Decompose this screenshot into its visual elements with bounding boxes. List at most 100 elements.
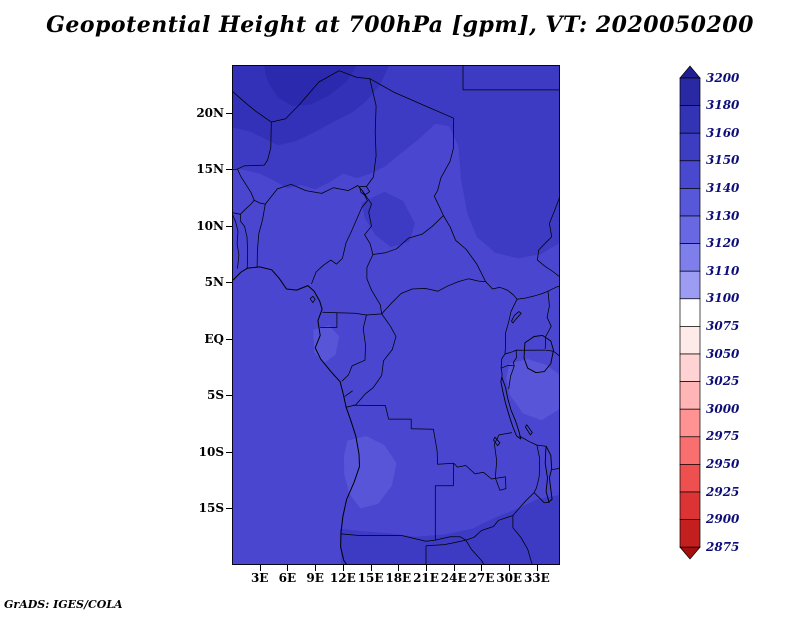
- africa-map: [232, 65, 560, 565]
- map-outline: [341, 314, 367, 382]
- map-outline: [508, 365, 515, 390]
- map-outline: [519, 435, 547, 447]
- map-outline: [537, 196, 560, 278]
- x-tick-label: 18E: [385, 571, 412, 585]
- y-tick-mark: [226, 169, 232, 171]
- map-outline: [232, 90, 272, 123]
- map-outline: [265, 183, 363, 205]
- map-outline: [465, 539, 485, 565]
- map-outline: [525, 424, 533, 436]
- grads-credit: GrADS: IGES/COLA: [4, 598, 123, 611]
- colorbar-arrow: [679, 65, 701, 79]
- map-outline: [237, 168, 255, 201]
- colorbar-segment: [679, 188, 701, 217]
- map-outline: [433, 118, 455, 216]
- colorbar-segment: [679, 243, 701, 272]
- map-outline: [232, 213, 240, 269]
- colorbar-label: 3025: [706, 374, 740, 389]
- map-outline: [361, 190, 374, 255]
- map-outline: [533, 445, 541, 493]
- map-outline: [309, 295, 316, 303]
- colorbar-label: 3075: [706, 318, 740, 333]
- map-outline: [512, 350, 517, 367]
- map-outline: [504, 349, 546, 355]
- map-outline: [544, 291, 552, 349]
- map-outline: [232, 266, 360, 565]
- map-outline: [239, 214, 249, 269]
- colorbar-segment: [679, 77, 701, 106]
- map-outline: [254, 199, 266, 205]
- y-tick-mark: [226, 451, 232, 453]
- map-outline: [465, 515, 514, 541]
- colorbar-label: 3110: [706, 263, 740, 278]
- shaded-region: [506, 359, 560, 421]
- y-tick-mark: [226, 225, 232, 227]
- map-outline: [512, 492, 535, 516]
- x-tick-label: 3E: [250, 571, 269, 585]
- colorbar-segment: [679, 353, 701, 382]
- colorbar-label: 3000: [706, 401, 740, 416]
- map-outline: [271, 70, 340, 123]
- x-tick-mark: [536, 565, 538, 571]
- colorbar-label: 3050: [706, 346, 740, 361]
- x-tick-label: 6E: [278, 571, 297, 585]
- map-outline: [453, 432, 513, 491]
- colorbar-segment: [679, 464, 701, 493]
- colorbar-label: 2975: [706, 429, 740, 444]
- colorbar-label: 3100: [706, 291, 740, 306]
- map-shading-layer: [232, 65, 560, 565]
- x-tick-mark: [315, 565, 317, 571]
- colorbar-label: 3130: [706, 208, 740, 223]
- x-tick-label: 33E: [523, 571, 550, 585]
- colorbar-segment: [679, 326, 701, 355]
- map-outline: [425, 539, 466, 547]
- colorbar-label: 2950: [706, 456, 740, 471]
- map-outline: [366, 78, 377, 187]
- colorbar-arrow: [679, 546, 701, 560]
- map-outline: [523, 334, 554, 374]
- colorbar-segment: [679, 519, 701, 548]
- map-outline: [435, 536, 466, 541]
- map-outline: [311, 190, 368, 285]
- x-tick-mark: [509, 565, 511, 571]
- y-tick-label: 15N: [196, 162, 224, 177]
- x-tick-label: 24E: [440, 571, 467, 585]
- map-outline: [504, 299, 518, 355]
- colorbar-segment: [679, 298, 701, 327]
- colorbar-segment: [679, 381, 701, 410]
- map-outline: [344, 390, 353, 397]
- y-tick-label: 15S: [198, 501, 224, 516]
- map-outline: [359, 186, 371, 196]
- map-outline: [320, 312, 338, 328]
- plot-frame: [232, 65, 560, 565]
- y-tick-mark: [226, 338, 232, 340]
- colorbar-segment: [679, 408, 701, 438]
- map-outline: [512, 515, 533, 565]
- colorbar-label: 3180: [706, 98, 740, 113]
- map-outline: [372, 215, 444, 255]
- map-outline: [500, 364, 515, 369]
- shaded-region: [361, 191, 415, 248]
- colorbar-segment: [679, 436, 701, 465]
- y-tick-label: EQ: [204, 331, 224, 346]
- y-tick-mark: [226, 508, 232, 510]
- x-tick-mark: [426, 565, 428, 571]
- x-tick-mark: [370, 565, 372, 571]
- colorbar-label: 3140: [706, 180, 740, 195]
- map-outline: [434, 463, 455, 541]
- map-outline: [533, 492, 550, 504]
- map-outline: [381, 278, 486, 315]
- x-tick-mark: [453, 565, 455, 571]
- map-outline: [493, 436, 501, 447]
- x-tick-mark: [398, 565, 400, 571]
- map-outline: [232, 199, 255, 215]
- map-outline: [340, 533, 436, 542]
- x-tick-mark: [481, 565, 483, 571]
- map-plot-area: [232, 65, 560, 565]
- colorbar-label: 3120: [706, 236, 740, 251]
- shaded-region: [343, 436, 397, 509]
- colorbar-label: 2925: [706, 484, 740, 499]
- colorbar-label: 2900: [706, 512, 740, 527]
- country-borders-layer: [232, 65, 560, 565]
- colorbar-label: 3200: [706, 70, 740, 85]
